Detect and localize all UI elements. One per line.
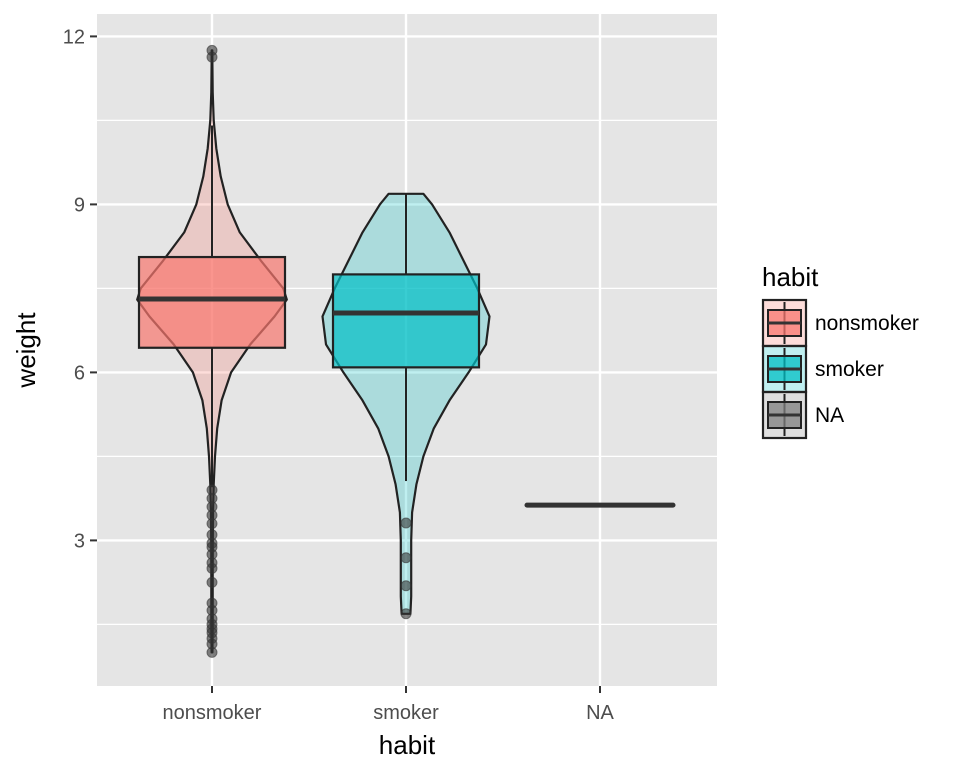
x-tick-label: NA — [586, 702, 614, 724]
outlier-point — [206, 646, 218, 658]
outlier-point — [400, 608, 412, 620]
legend-label: NA — [815, 404, 844, 427]
x-axis: nonsmoker smoker NA — [163, 686, 615, 724]
series-nonsmoker — [136, 44, 288, 658]
outlier-point — [206, 562, 218, 574]
y-axis-title: weight — [11, 312, 41, 389]
x-tick-label: smoker — [373, 702, 439, 724]
outlier-point — [400, 517, 412, 529]
legend-label: smoker — [815, 358, 884, 381]
outlier-point — [400, 580, 412, 592]
outlier-point — [206, 576, 218, 588]
legend-item-NA: NA — [761, 390, 844, 440]
x-axis-title: habit — [379, 730, 436, 760]
legend: habit nonsmoker smoker NA — [761, 262, 919, 440]
legend-item-nonsmoker: nonsmoker — [761, 298, 919, 348]
outlier-point — [206, 518, 218, 530]
y-tick-label: 6 — [74, 362, 85, 384]
box-smoker — [331, 273, 481, 369]
legend-item-smoker: smoker — [761, 344, 884, 394]
legend-label: nonsmoker — [815, 312, 919, 335]
x-tick-label: nonsmoker — [163, 702, 262, 724]
series-smoker — [321, 192, 491, 620]
chart-marks — [136, 44, 676, 658]
y-tick-label: 3 — [74, 530, 85, 552]
y-tick-label: 12 — [63, 26, 85, 48]
y-axis: 3 6 9 12 — [63, 26, 97, 552]
outlier-point — [206, 51, 218, 63]
box-nonsmoker — [137, 255, 287, 349]
outlier-point — [400, 552, 412, 564]
legend-title: habit — [762, 262, 819, 292]
y-tick-label: 9 — [74, 194, 85, 216]
